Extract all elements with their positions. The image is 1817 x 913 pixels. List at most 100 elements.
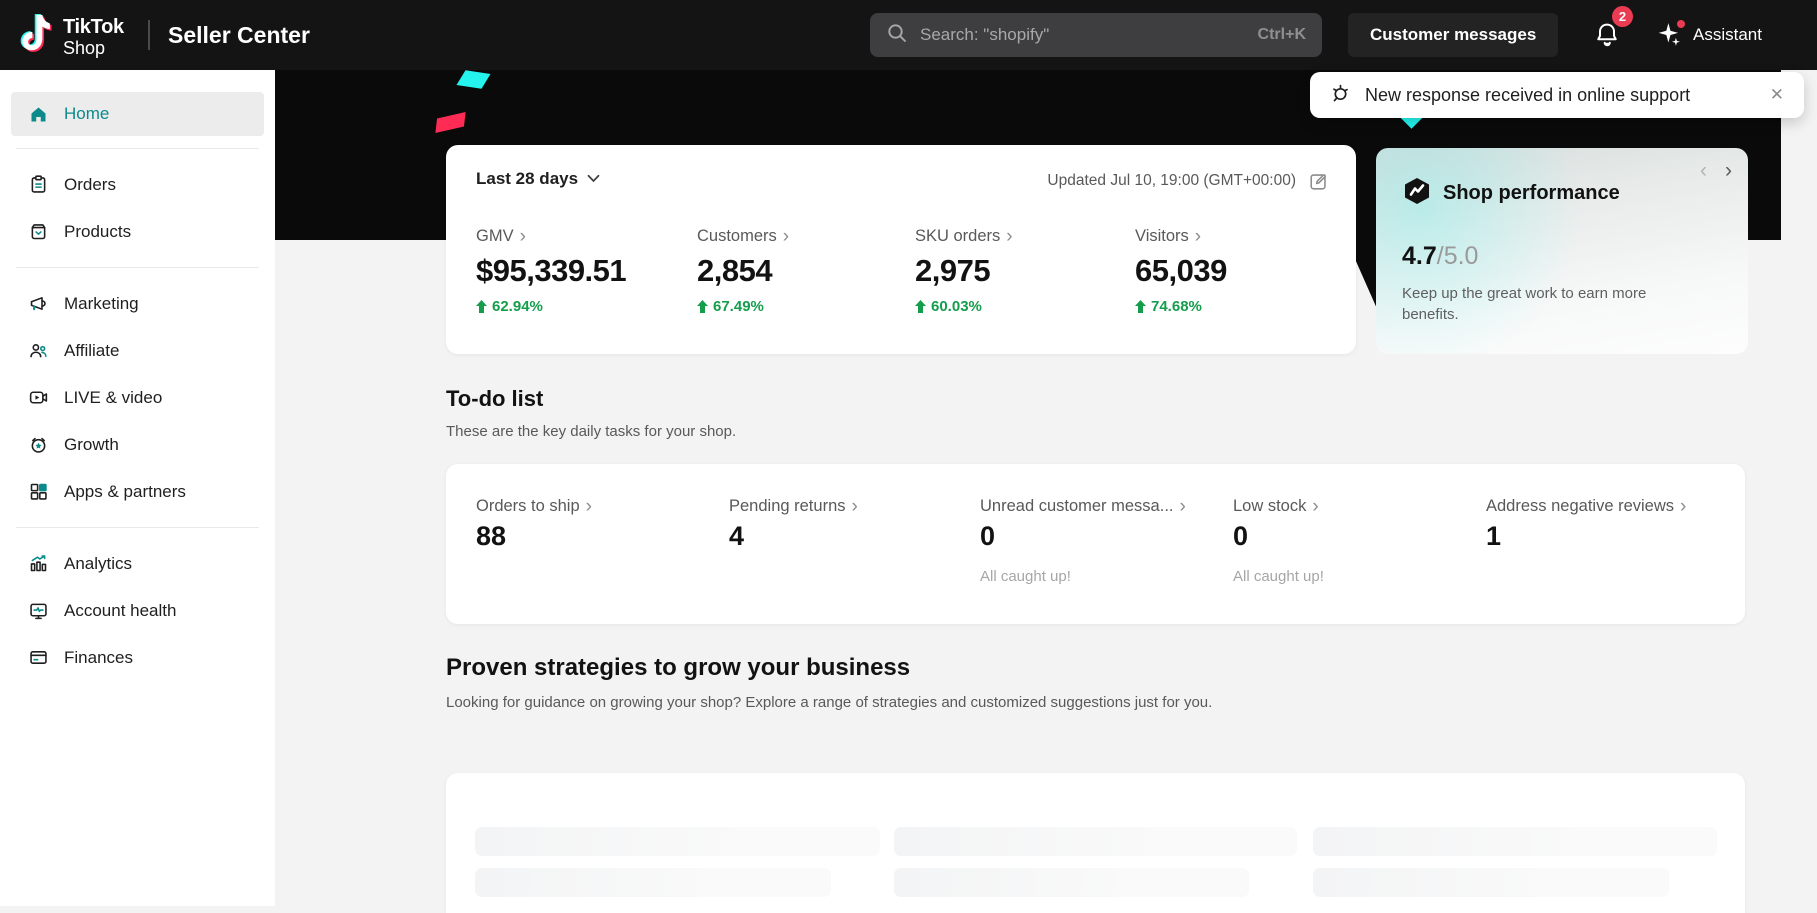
- delta-percent: 67.49%: [713, 298, 764, 315]
- todo-value: 0: [980, 521, 996, 551]
- marketing-icon: [27, 293, 49, 315]
- todo-value: 0: [1233, 521, 1249, 551]
- todo-label: Orders to ship: [476, 497, 580, 515]
- sidebar-item-finances[interactable]: Finances: [0, 634, 275, 681]
- skeleton-placeholder: [894, 827, 1297, 856]
- shop-performance-title: Shop performance: [1443, 182, 1620, 204]
- sidebar-item-home[interactable]: Home: [11, 92, 264, 136]
- todo-label: Low stock: [1233, 497, 1307, 515]
- chevron-right-icon: ›: [1680, 496, 1687, 517]
- arrow-up-icon: [476, 300, 487, 313]
- metric-customers[interactable]: Customers › 2,854 67.49%: [697, 227, 789, 315]
- chevron-right-icon: ›: [1194, 226, 1202, 247]
- sidebar-item-label: Marketing: [64, 293, 139, 313]
- close-icon[interactable]: ✕: [1768, 83, 1786, 107]
- sidebar-item-label: Orders: [64, 174, 116, 194]
- todo-orders-to-ship[interactable]: Orders to ship › 88: [476, 464, 716, 624]
- sidebar-item-live-video[interactable]: LIVE & video: [0, 374, 275, 421]
- tiktok-shop-logo[interactable]: TikTok Shop: [18, 13, 124, 60]
- banner-decoration: [1356, 240, 1378, 311]
- todo-note: All caught up!: [1233, 568, 1324, 585]
- assistant-alert-dot: [1677, 20, 1685, 28]
- skeleton-placeholder: [1313, 827, 1717, 856]
- sidebar-item-label: Account health: [64, 600, 177, 620]
- search-shortcut: Ctrl+K: [1257, 26, 1306, 43]
- shop-performance-card[interactable]: ‹ › Shop performance 4.7 /5.0 Keep up th…: [1376, 148, 1748, 354]
- metric-delta: 74.68%: [1135, 298, 1227, 315]
- affiliate-icon: [27, 340, 49, 362]
- metric-sku-orders[interactable]: SKU orders › 2,975 60.03%: [915, 227, 1013, 315]
- delta-percent: 60.03%: [931, 298, 982, 315]
- edit-icon[interactable]: [1308, 170, 1330, 192]
- performance-caption: Keep up the great work to earn more bene…: [1402, 285, 1647, 323]
- chevron-right-icon: ›: [1006, 226, 1013, 247]
- todo-low-stock[interactable]: Low stock › 0 All caught up!: [1233, 464, 1473, 624]
- todo-note: All caught up!: [980, 568, 1071, 585]
- skeleton-placeholder: [475, 827, 880, 856]
- analytics-icon: [27, 553, 49, 575]
- metric-delta: 62.94%: [476, 298, 626, 315]
- bell-icon: [1597, 23, 1617, 46]
- metric-delta: 60.03%: [915, 298, 1013, 315]
- finances-icon: [27, 647, 49, 669]
- overview-stats-card: Last 28 days Updated Jul 10, 19:00 (GMT+…: [446, 145, 1356, 354]
- period-dropdown[interactable]: Last 28 days: [476, 169, 600, 189]
- header-divider: [148, 20, 150, 50]
- sidebar-item-marketing[interactable]: Marketing: [0, 280, 275, 327]
- todo-negative-reviews[interactable]: Address negative reviews › 1: [1486, 464, 1726, 624]
- chevron-right-icon[interactable]: ›: [1725, 159, 1732, 182]
- chevron-right-icon: ›: [1312, 496, 1319, 517]
- sidebar-item-account-health[interactable]: Account health: [0, 587, 275, 634]
- customer-messages-button[interactable]: Customer messages: [1348, 13, 1559, 57]
- sidebar-item-affiliate[interactable]: Affiliate: [0, 327, 275, 374]
- todo-value: 88: [476, 521, 507, 551]
- performance-score: 4.7 /5.0: [1402, 242, 1478, 271]
- metric-value: $95,339.51: [476, 253, 627, 288]
- todo-section-subtitle: These are the key daily tasks for your s…: [446, 423, 737, 440]
- todo-pending-returns[interactable]: Pending returns › 4: [729, 464, 969, 624]
- notifications-button[interactable]: [1586, 14, 1628, 56]
- sidebar-item-apps-partners[interactable]: Apps & partners: [0, 468, 275, 515]
- todo-unread-messages[interactable]: Unread customer messa... › 0 All caught u…: [980, 464, 1220, 624]
- sidebar-nav: Home Orders Products: [0, 70, 275, 906]
- assistant-button[interactable]: Assistant: [1656, 0, 1762, 70]
- updated-timestamp: Updated Jul 10, 19:00 (GMT+00:00): [1047, 172, 1296, 189]
- sidebar-item-orders[interactable]: Orders: [0, 161, 275, 208]
- strategies-card: [446, 773, 1745, 913]
- arrow-up-icon: [697, 300, 708, 313]
- search-input[interactable]: [918, 24, 1248, 46]
- todo-label: Pending returns: [729, 497, 846, 515]
- chevron-right-icon: ›: [782, 226, 790, 247]
- chevron-left-icon[interactable]: ‹: [1700, 159, 1707, 182]
- arrow-up-icon: [915, 300, 926, 313]
- sidebar-item-growth[interactable]: Growth: [0, 421, 275, 468]
- delta-percent: 62.94%: [492, 298, 543, 315]
- delta-percent: 74.68%: [1151, 298, 1202, 315]
- metric-visitors[interactable]: Visitors › 65,039 74.68%: [1135, 227, 1227, 315]
- metric-delta: 67.49%: [697, 298, 789, 315]
- sidebar-item-label: Finances: [64, 647, 133, 667]
- sidebar-item-label: Home: [64, 104, 110, 123]
- home-icon: [27, 103, 49, 125]
- toast-message: New response received in online support: [1365, 84, 1691, 105]
- todo-section-title: To-do list: [446, 386, 544, 411]
- assistant-label: Assistant: [1693, 25, 1762, 44]
- metric-gmv[interactable]: GMV › $95,339.51 62.94%: [476, 227, 627, 315]
- tip-icon: [1328, 81, 1352, 110]
- todo-value: 4: [729, 521, 745, 551]
- updated-timestamp-row: Updated Jul 10, 19:00 (GMT+00:00): [1047, 170, 1330, 192]
- global-search[interactable]: Ctrl+K: [870, 13, 1322, 57]
- account-health-icon: [27, 600, 49, 622]
- orders-icon: [27, 174, 49, 196]
- sidebar-item-analytics[interactable]: Analytics: [0, 540, 275, 587]
- toast-notification: New response received in online support …: [1310, 72, 1804, 118]
- notification-badge: 2: [1612, 6, 1633, 27]
- score-max: /5.0: [1436, 242, 1479, 270]
- todo-label: Address negative reviews: [1486, 497, 1675, 515]
- sidebar-item-products[interactable]: Products: [0, 208, 275, 255]
- skeleton-placeholder: [1313, 868, 1669, 897]
- skeleton-placeholder: [475, 868, 831, 897]
- chevron-down-icon: [587, 170, 600, 188]
- sidebar-item-label: Affiliate: [64, 340, 120, 360]
